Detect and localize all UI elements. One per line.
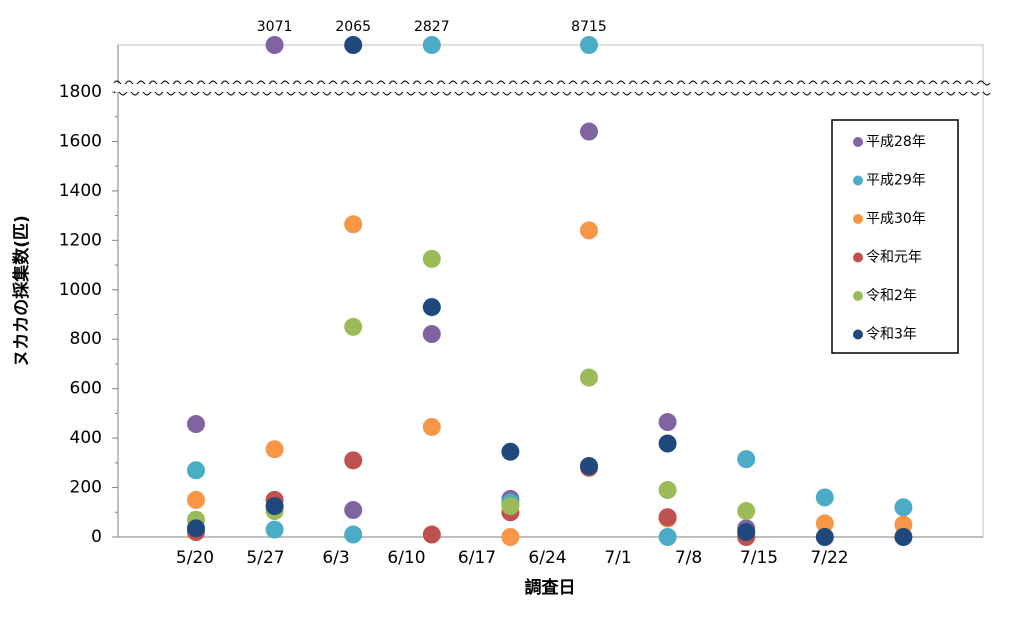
legend-marker (853, 252, 863, 263)
legend-marker (853, 214, 863, 224)
data-point (580, 368, 598, 387)
x-tick-label: 7/1 (604, 548, 631, 568)
data-point (265, 36, 284, 54)
data-point (580, 457, 598, 476)
legend-marker (853, 175, 863, 186)
y-axis-label: ヌカカの採集数(匹) (11, 215, 32, 367)
data-point (187, 461, 205, 480)
data-point (501, 497, 520, 516)
y-tick-label: 1400 (59, 181, 102, 201)
data-point (501, 528, 520, 546)
legend-box (831, 119, 959, 354)
data-point (187, 415, 205, 434)
y-tick-label: 1600 (59, 131, 102, 151)
y-tick-label: 1200 (59, 230, 102, 250)
data-point (580, 221, 598, 240)
x-tick-label: 6/17 (458, 548, 496, 568)
data-point (737, 523, 756, 542)
data-point (344, 525, 363, 544)
data-point (658, 413, 677, 432)
y-tick-label: 1800 (59, 82, 102, 102)
y-tick-label: 400 (70, 428, 102, 448)
data-point (422, 325, 441, 344)
data-point (265, 520, 284, 539)
data-point (344, 317, 363, 336)
data-point (658, 508, 677, 527)
y-tick-label: 0 (91, 527, 102, 547)
data-point (265, 497, 284, 516)
data-point (422, 249, 441, 268)
x-tick-label: 7/15 (740, 548, 778, 568)
x-tick-label: 6/10 (387, 548, 425, 568)
data-point (815, 528, 834, 546)
data-label: 2827 (414, 19, 450, 35)
data-point (344, 215, 363, 234)
data-point (501, 442, 520, 461)
legend-marker (853, 291, 863, 301)
y-tick-label: 1000 (59, 280, 102, 300)
data-label: 8715 (571, 19, 607, 35)
x-tick-label: 5/27 (246, 548, 284, 568)
legend-label: 平成28年 (866, 134, 926, 150)
data-point (815, 514, 834, 533)
x-axis-label: 調査日 (525, 577, 576, 598)
data-point (344, 36, 363, 54)
data-point (344, 501, 363, 520)
data-point (580, 36, 598, 54)
data-point (894, 498, 913, 517)
legend-label: 平成29年 (866, 173, 926, 189)
x-tick-label: 7/22 (810, 548, 848, 568)
data-point (422, 525, 441, 544)
data-point (815, 488, 834, 507)
axis-break-gap (115, 84, 983, 92)
data-point (894, 528, 913, 546)
data-point (187, 519, 205, 538)
data-point (737, 502, 756, 521)
legend-marker (853, 137, 863, 147)
data-point (658, 528, 677, 546)
legend-label: 令和元年 (866, 250, 922, 266)
y-tick-label: 200 (70, 478, 102, 498)
data-point (265, 440, 284, 459)
data-label: 3071 (257, 19, 293, 35)
data-point (187, 490, 205, 509)
legend-label: 令和2年 (866, 288, 917, 304)
data-point (422, 417, 441, 436)
legend-marker (853, 329, 863, 340)
data-point (422, 36, 441, 54)
x-tick-label: 6/24 (528, 548, 566, 568)
data-point (894, 515, 913, 534)
data-point (422, 298, 441, 317)
data-point (737, 450, 756, 469)
x-tick-label: 6/3 (322, 548, 349, 568)
x-tick-label: 7/8 (675, 548, 702, 568)
data-point (658, 434, 677, 453)
data-point (344, 451, 363, 470)
legend-label: 平成30年 (866, 211, 926, 227)
data-label: 2065 (335, 19, 371, 35)
y-tick-label: 600 (70, 379, 102, 399)
legend-label: 令和3年 (866, 327, 917, 343)
x-tick-label: 5/20 (176, 548, 214, 568)
data-point (658, 481, 677, 500)
y-tick-label: 800 (70, 329, 102, 349)
data-point (580, 122, 598, 141)
